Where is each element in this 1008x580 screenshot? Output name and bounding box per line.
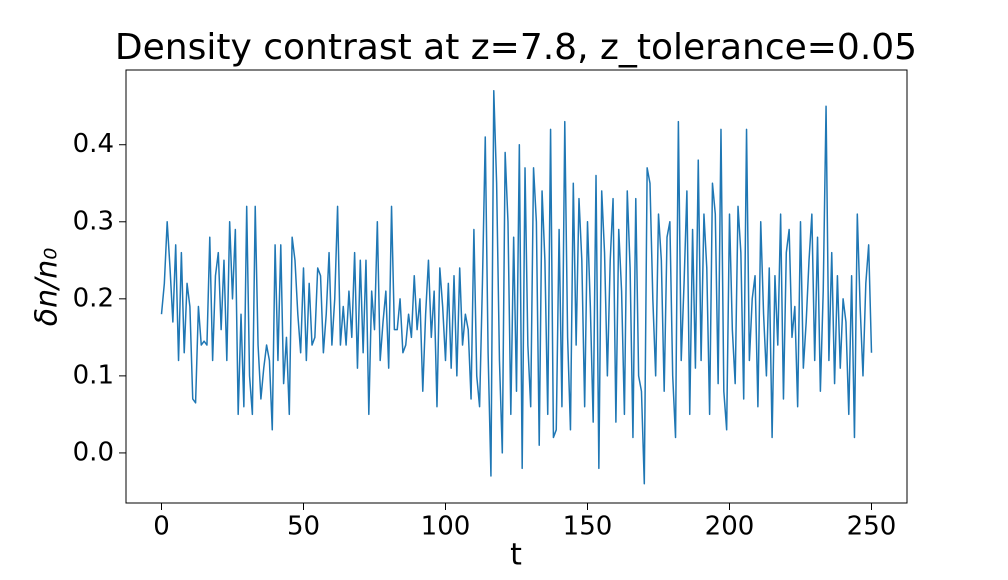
y-tick-label: 0.4 [73, 129, 114, 159]
y-tick-label: 0.0 [73, 437, 114, 467]
chart-title: Density contrast at z=7.8, z_tolerance=0… [115, 27, 917, 68]
y-tick-label: 0.3 [73, 206, 114, 236]
y-tick-label: 0.2 [73, 283, 114, 313]
x-tick-label: 150 [563, 512, 613, 542]
x-tick-label: 200 [705, 512, 755, 542]
x-tick-label: 0 [153, 512, 170, 542]
data-line [160, 90, 873, 485]
x-tick-label: 50 [287, 512, 320, 542]
y-tick-label: 0.1 [73, 360, 114, 390]
x-tick-label: 250 [847, 512, 897, 542]
x-tick-label: 100 [421, 512, 471, 542]
x-axis-label: t [510, 538, 522, 573]
y-axis-label: δn/n₀ [30, 248, 65, 327]
plot-frame [125, 69, 908, 504]
